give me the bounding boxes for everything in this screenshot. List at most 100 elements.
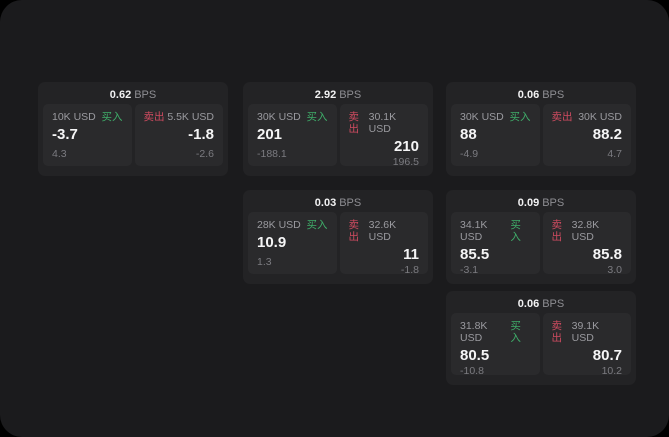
buy-side-label: 买入 <box>101 111 123 123</box>
quote-panels: 31.8K USD 买入 80.5 -10.8 卖出 39.1K USD 80.… <box>451 313 631 377</box>
sell-sub-value: 3.0 <box>607 264 622 276</box>
buy-panel[interactable]: 10K USD 买入 -3.7 4.3 <box>43 104 132 166</box>
buy-price: 80.5 <box>460 347 490 364</box>
buy-price: 85.5 <box>460 246 490 263</box>
buy-amount: 10K USD <box>52 111 96 123</box>
bps-unit-label: BPS <box>134 89 157 101</box>
bps-value: 2.92 <box>314 89 337 101</box>
card-header: 0.62 BPS <box>43 87 223 104</box>
buy-amount: 30K USD <box>257 111 301 123</box>
buy-panel[interactable]: 30K USD 买入 201 -188.1 <box>248 104 337 166</box>
sell-price: 11 <box>403 246 419 263</box>
buy-amount: 31.8K USD <box>460 320 488 344</box>
buy-sub-value: 4.3 <box>52 148 67 160</box>
bps-value: 0.03 <box>314 197 337 209</box>
sell-amount: 30K USD <box>578 111 622 123</box>
card-header: 0.06 BPS <box>451 296 631 313</box>
quote-panels: 30K USD 买入 88 -4.9 卖出 30K USD 88.2 4.7 <box>451 104 631 166</box>
buy-sub-value: -10.8 <box>460 365 484 377</box>
quote-panels: 10K USD 买入 -3.7 4.3 卖出 5.5K USD -1.8 -2.… <box>43 104 223 166</box>
buy-sub-value: 1.3 <box>257 256 272 268</box>
sell-side-label: 卖出 <box>551 111 573 123</box>
card-header: 0.03 BPS <box>248 195 428 212</box>
buy-price: 10.9 <box>257 234 287 251</box>
quote-card: 0.03 BPS 28K USD 买入 10.9 1.3 卖出 32.6K USD… <box>243 190 433 284</box>
quote-panels: 30K USD 买入 201 -188.1 卖出 30.1K USD 210 1… <box>248 104 428 168</box>
buy-side-label: 买入 <box>306 219 328 231</box>
buy-sub-value: -4.9 <box>460 148 479 160</box>
sell-panel[interactable]: 卖出 30K USD 88.2 4.7 <box>542 104 631 166</box>
buy-sub-value: -3.1 <box>460 264 479 276</box>
sell-amount: 5.5K USD <box>167 111 214 123</box>
sell-panel[interactable]: 卖出 32.8K USD 85.8 3.0 <box>542 212 631 276</box>
buy-side-label: 买入 <box>509 111 531 123</box>
sell-price: 88.2 <box>592 126 622 143</box>
sell-side-label: 卖出 <box>551 320 563 344</box>
buy-panel-header: 30K USD 买入 <box>257 111 328 123</box>
bps-unit-label: BPS <box>542 298 565 310</box>
bps-unit-label: BPS <box>542 89 565 101</box>
bps-unit-label: BPS <box>339 89 362 101</box>
buy-sub-value: -188.1 <box>257 148 287 160</box>
sell-price: 85.8 <box>592 246 622 263</box>
buy-side-label: 买入 <box>510 219 521 243</box>
buy-side-label: 买入 <box>510 320 521 344</box>
sell-amount: 32.8K USD <box>571 219 600 243</box>
buy-panel-header: 34.1K USD 买入 <box>460 219 531 243</box>
sell-amount: 32.6K USD <box>368 219 397 243</box>
quote-card: 0.06 BPS 30K USD 买入 88 -4.9 卖出 30K USD 88… <box>446 82 636 176</box>
sell-price: 80.7 <box>592 347 622 364</box>
buy-panel-header: 10K USD 买入 <box>52 111 123 123</box>
bps-value: 0.09 <box>517 197 540 209</box>
buy-price: 88 <box>460 126 477 143</box>
bps-value: 0.62 <box>109 89 132 101</box>
buy-panel-header: 30K USD 买入 <box>460 111 531 123</box>
sell-sub-value: -1.8 <box>400 264 419 276</box>
sell-sub-value: 10.2 <box>601 365 622 377</box>
sell-panel[interactable]: 卖出 5.5K USD -1.8 -2.6 <box>134 104 223 166</box>
buy-amount: 28K USD <box>257 219 301 231</box>
sell-side-label: 卖出 <box>348 219 360 243</box>
bps-value: 0.06 <box>517 89 540 101</box>
sell-panel[interactable]: 卖出 39.1K USD 80.7 10.2 <box>542 313 631 377</box>
buy-amount: 34.1K USD <box>460 219 488 243</box>
sell-panel[interactable]: 卖出 32.6K USD 11 -1.8 <box>339 212 428 276</box>
buy-price: -3.7 <box>52 126 78 143</box>
quote-card: 0.06 BPS 31.8K USD 买入 80.5 -10.8 卖出 39.1K… <box>446 291 636 385</box>
bps-unit-label: BPS <box>542 197 565 209</box>
sell-sub-value: -2.6 <box>195 148 214 160</box>
quote-panels: 34.1K USD 买入 85.5 -3.1 卖出 32.8K USD 85.8… <box>451 212 631 276</box>
bps-unit-label: BPS <box>339 197 362 209</box>
buy-amount: 30K USD <box>460 111 504 123</box>
sell-side-label: 卖出 <box>143 111 165 123</box>
sell-amount: 30.1K USD <box>368 111 397 135</box>
card-header: 0.09 BPS <box>451 195 631 212</box>
buy-panel-header: 31.8K USD 买入 <box>460 320 531 344</box>
sell-side-label: 卖出 <box>348 111 360 135</box>
sell-panel-header: 卖出 30K USD <box>552 111 623 123</box>
sell-panel-header: 卖出 32.6K USD <box>349 219 420 243</box>
sell-panel-header: 卖出 32.8K USD <box>552 219 623 243</box>
quote-card: 0.09 BPS 34.1K USD 买入 85.5 -3.1 卖出 32.8K … <box>446 190 636 284</box>
buy-price: 201 <box>257 126 283 143</box>
buy-panel[interactable]: 30K USD 买入 88 -4.9 <box>451 104 540 166</box>
sell-panel-header: 卖出 30.1K USD <box>349 111 420 135</box>
buy-panel[interactable]: 34.1K USD 买入 85.5 -3.1 <box>451 212 540 276</box>
sell-amount: 39.1K USD <box>571 320 600 344</box>
buy-side-label: 买入 <box>306 111 328 123</box>
buy-panel[interactable]: 31.8K USD 买入 80.5 -10.8 <box>451 313 540 377</box>
sell-price: 210 <box>393 138 419 155</box>
sell-sub-value: 4.7 <box>607 148 622 160</box>
buy-panel[interactable]: 28K USD 买入 10.9 1.3 <box>248 212 337 274</box>
sell-panel-header: 卖出 39.1K USD <box>552 320 623 344</box>
quote-panels: 28K USD 买入 10.9 1.3 卖出 32.6K USD 11 -1.8 <box>248 212 428 276</box>
sell-price: -1.8 <box>188 126 214 143</box>
sell-side-label: 卖出 <box>551 219 563 243</box>
sell-panel-header: 卖出 5.5K USD <box>144 111 215 123</box>
sell-panel[interactable]: 卖出 30.1K USD 210 196.5 <box>339 104 428 168</box>
quote-card: 2.92 BPS 30K USD 买入 201 -188.1 卖出 30.1K U… <box>243 82 433 176</box>
sell-sub-value: 196.5 <box>392 156 419 168</box>
buy-panel-header: 28K USD 买入 <box>257 219 328 231</box>
card-header: 0.06 BPS <box>451 87 631 104</box>
